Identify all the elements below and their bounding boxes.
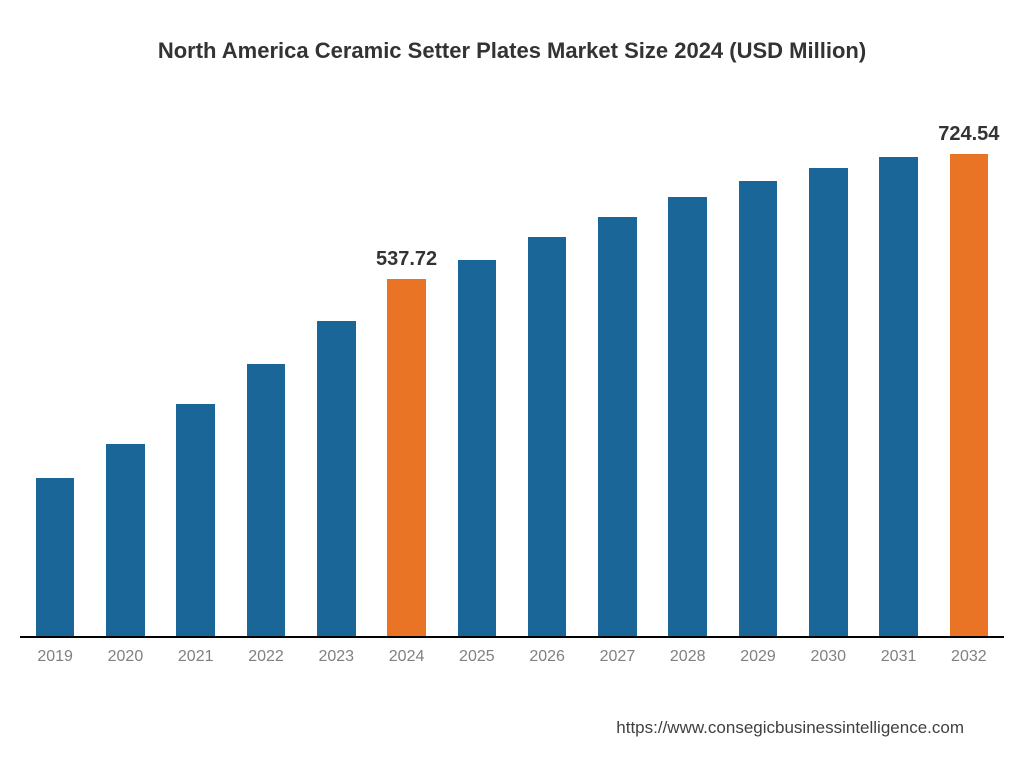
x-tick-label: 2029 — [723, 648, 793, 666]
plot-area: 537.72724.54 201920202021202220232024202… — [20, 130, 1004, 668]
bar-slot — [582, 130, 652, 638]
bar — [739, 181, 778, 638]
bar-slot — [90, 130, 160, 638]
bar-slot — [863, 130, 933, 638]
x-tick-label: 2026 — [512, 648, 582, 666]
bar-slot — [442, 130, 512, 638]
bar — [387, 279, 426, 638]
x-tick-label: 2030 — [793, 648, 863, 666]
x-tick-label: 2021 — [161, 648, 231, 666]
x-tick-label: 2027 — [582, 648, 652, 666]
bar-slot — [161, 130, 231, 638]
bar — [458, 260, 497, 638]
bar-slot — [723, 130, 793, 638]
chart-title: North America Ceramic Setter Plates Mark… — [0, 38, 1024, 64]
x-tick-label: 2022 — [231, 648, 301, 666]
bar — [668, 197, 707, 638]
bar-slot: 537.72 — [371, 130, 441, 638]
bar — [176, 404, 215, 638]
bar — [247, 364, 286, 638]
bar-slot — [512, 130, 582, 638]
bar-slot — [20, 130, 90, 638]
bar — [36, 478, 75, 638]
bar — [598, 217, 637, 638]
x-axis-line — [20, 636, 1004, 638]
bar — [809, 168, 848, 638]
bar-slot — [301, 130, 371, 638]
bar — [950, 154, 989, 638]
x-tick-label: 2023 — [301, 648, 371, 666]
x-tick-label: 2028 — [653, 648, 723, 666]
bar-slot: 724.54 — [934, 130, 1004, 638]
bar-slot — [653, 130, 723, 638]
x-tick-label: 2020 — [90, 648, 160, 666]
x-tick-label: 2031 — [863, 648, 933, 666]
source-url: https://www.consegicbusinessintelligence… — [616, 718, 964, 738]
x-tick-label: 2024 — [371, 648, 441, 666]
bar — [879, 157, 918, 638]
x-tick-label: 2025 — [442, 648, 512, 666]
x-tick-label: 2032 — [934, 648, 1004, 666]
bar-value-label: 724.54 — [934, 123, 1004, 146]
bar-slot — [231, 130, 301, 638]
bar-group: 537.72 724.54 — [20, 130, 1004, 638]
bar — [106, 444, 145, 638]
bar — [317, 321, 356, 639]
bar-value-label: 537.72 — [371, 248, 441, 271]
bar — [528, 237, 567, 638]
bar-slot — [793, 130, 863, 638]
x-tick-label: 2019 — [20, 648, 90, 666]
chart-stage: North America Ceramic Setter Plates Mark… — [0, 0, 1024, 768]
